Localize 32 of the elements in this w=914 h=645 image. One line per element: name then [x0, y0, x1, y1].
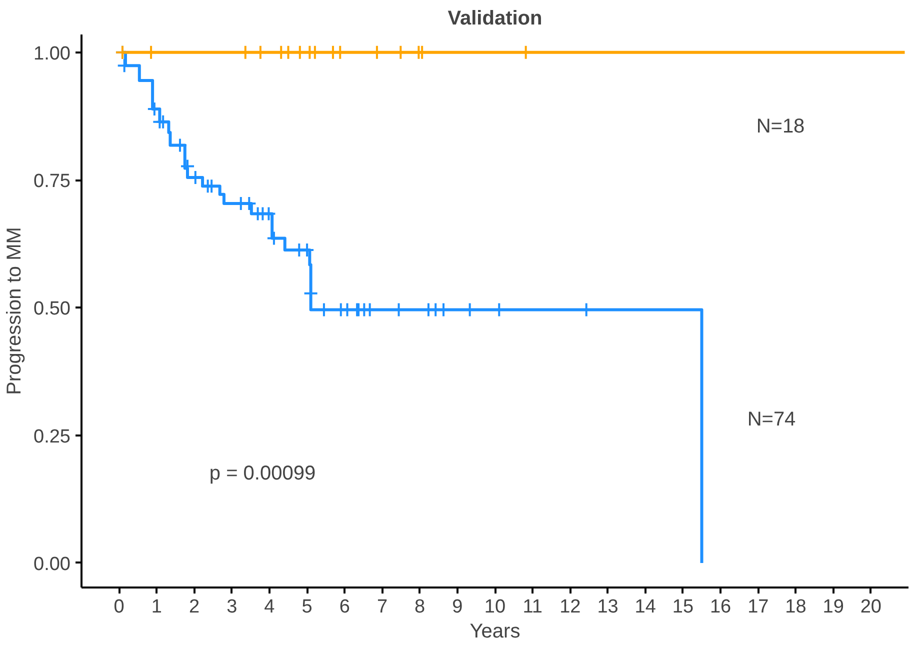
x-tick-label: 9	[452, 596, 463, 618]
x-tick-label: 17	[748, 596, 769, 618]
annotation: N=18	[756, 116, 805, 138]
x-tick-label: 10	[484, 596, 506, 618]
chart-title: Validation	[448, 8, 542, 30]
x-tick-label: 15	[672, 596, 694, 618]
x-tick-label: 11	[522, 596, 542, 618]
x-tick-label: 13	[597, 596, 618, 618]
x-tick-label: 2	[188, 596, 200, 618]
x-tick-label: 4	[264, 596, 276, 618]
y-axis-title: Progression to MM	[4, 227, 26, 395]
x-tick-label: 3	[226, 596, 238, 618]
x-tick-label: 6	[339, 596, 350, 618]
x-axis-title: Years	[470, 620, 520, 642]
x-tick-label: 0	[114, 596, 124, 618]
y-tick-label: 0.00	[34, 554, 71, 575]
x-tick-label: 8	[414, 596, 426, 618]
y-tick-label: 0.50	[34, 298, 71, 320]
x-tick-label: 19	[822, 596, 844, 618]
annotation: N=74	[747, 408, 796, 430]
x-tick-label: 12	[560, 596, 581, 618]
x-tick-label: 18	[785, 596, 806, 618]
y-tick-label: 1.00	[34, 43, 71, 64]
annotation: p = 0.00099	[209, 462, 316, 484]
y-tick-label: 0.75	[34, 171, 71, 192]
y-tick-label: 0.25	[34, 426, 71, 448]
x-tick-label: 14	[634, 596, 656, 618]
x-tick-label: 16	[710, 596, 732, 618]
x-tick-label: 5	[302, 596, 312, 618]
x-tick-label: 7	[376, 596, 388, 618]
x-tick-label: 20	[860, 596, 882, 618]
x-tick-label: 1	[151, 596, 162, 618]
